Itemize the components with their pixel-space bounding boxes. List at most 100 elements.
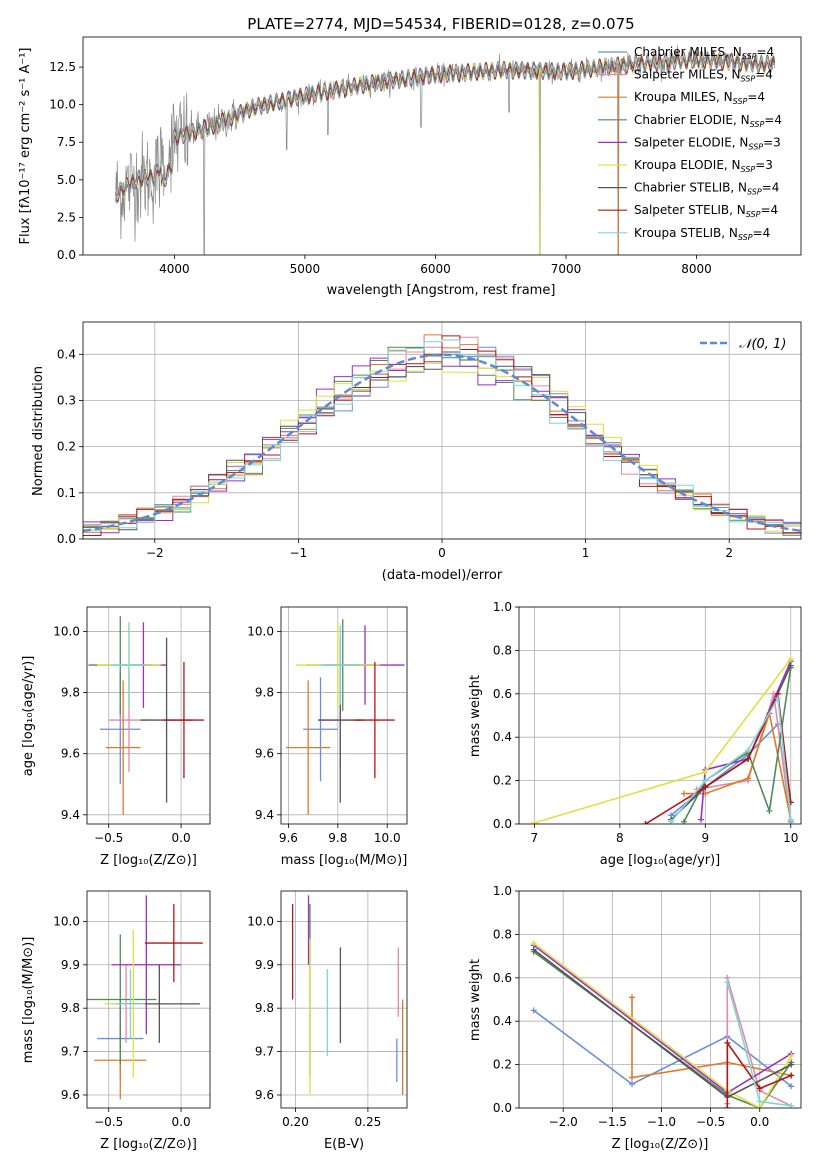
plot-area [281,891,407,1108]
y-axis-label: mass weight [468,675,483,757]
y-tick-label: 12.5 [49,60,76,74]
weight-marker-kroupa_miles [628,994,635,1001]
x-tick-label: 6000 [420,262,451,276]
weight-marker-chabrier_miles [530,1007,537,1014]
axes-frame [82,36,802,256]
weight-marker-kroupa_elodie [530,940,537,947]
weight-marker-salpeter_stelib [724,1105,731,1108]
x-tick-label: −1 [290,546,308,560]
y-tick-label: 9.6 [255,747,274,761]
x-tick-label: 0.20 [282,1115,309,1129]
y-tick-label: 0.1 [57,486,76,500]
plot-area [519,891,801,1108]
y-tick-label: 0.4 [57,347,76,361]
figure-title: PLATE=2774, MJD=54534, FIBERID=0128, z=0… [247,15,634,33]
mass-weight-vs-metallicity-panel: −2.0 −1.5 −1.0 −0.5 0.0 0.0 0.2 0.4 0.6 0.8 1.0 Z [… [468,884,802,1152]
x-tick-label: 9 [701,831,709,845]
weight-marker-kroupa_miles [628,1074,635,1081]
weight-marker-chabrier_stelib [787,662,794,669]
axes-frame [82,321,802,540]
gaussian-reference-line [83,353,801,533]
weight-marker-kroupa_miles [745,775,752,782]
y-tick-label: 10.0 [53,624,80,638]
y-tick-label: 9.8 [255,1001,274,1015]
legend-entry-gaussian: 𝒩(0, 1) [739,337,786,352]
y-tick-label: 10.0 [247,624,274,638]
weight-marker-kroupa_stelib [745,747,752,754]
y-tick-label: 9.6 [61,1088,80,1102]
plot-area [281,607,407,824]
y-tick-label: 0.2 [493,1058,512,1072]
x-tick-label: 0.25 [355,1115,382,1129]
y-tick-label: 9.9 [255,958,274,972]
x-axis-label: Z [log₁₀(Z/Z⊙)] [100,1137,197,1152]
y-tick-label: 0.4 [493,730,512,744]
weight-marker-kroupa_elodie [788,1052,795,1059]
y-tick-label: 1.0 [493,600,512,614]
weight-marker-salpeter_stelib [642,821,649,824]
axes-frame [518,606,802,825]
legend-entry-kroupa_elodie: Kroupa ELODIE, NSSP=3 [634,158,773,174]
y-tick-label: 7.5 [57,135,76,149]
weight-marker-chabrier_elodie [766,807,773,814]
weight-line-kroupa_elodie [533,942,792,1108]
y-tick-label: 9.8 [61,686,80,700]
y-tick-label: 0.4 [493,1014,512,1028]
residuals-panel: −2 −1 0 1 2 0.0 0.1 0.2 0.3 0.4 𝒩(0, 1) (data-model… [31,321,802,583]
x-tick-label: 0.0 [172,1115,191,1129]
x-tick-label: 5000 [290,262,321,276]
y-tick-label: 0.0 [57,248,76,262]
y-tick-label: 0.6 [493,687,512,701]
y-tick-label: 10.0 [247,914,274,928]
weight-line-kroupa_miles [631,997,792,1079]
legend-entry-chabrier_stelib: Chabrier STELIB, NSSP=4 [634,181,779,197]
y-tick-label: 5.0 [57,173,76,187]
axes-frame [86,890,211,1109]
y-tick-label: 0.0 [493,1101,512,1115]
weight-marker-kroupa_elodie [702,768,709,775]
y-tick-label: 9.4 [61,808,80,822]
x-tick-label: 4000 [159,262,190,276]
weight-marker-chabrier_miles [628,1081,635,1088]
x-axis-label: age [log₁₀(age/yr)] [600,853,721,868]
x-tick-label: 0.0 [172,831,191,845]
y-tick-label: 9.7 [61,1045,80,1059]
x-axis-label: E(B-V) [324,1137,364,1152]
weight-line-kroupa_elodie [534,658,792,824]
weight-marker-salpeter_stelib [756,1085,763,1092]
weight-marker-kroupa_stelib [702,777,709,784]
y-tick-label: 9.9 [61,958,80,972]
legend-entry-salpeter_miles: Salpeter MILES, NSSP=4 [634,68,773,84]
y-tick-label: 0.8 [493,643,512,657]
axes-frame [280,890,408,1109]
x-axis-label: wavelength [Angstrom, rest frame] [327,283,556,298]
x-axis-label: (data-model)/error [382,568,503,583]
x-tick-label: −0.5 [696,1115,725,1129]
axes-frame [86,606,211,825]
weight-marker-salpeter_elodie [698,816,705,823]
axes-frame [518,890,802,1109]
x-tick-label: −1.5 [598,1115,627,1129]
x-tick-label: 10.0 [374,831,401,845]
x-tick-label: 0.0 [750,1115,769,1129]
plot-area [83,322,801,539]
x-tick-label: 0 [438,546,446,560]
x-tick-label: 7 [531,831,539,845]
plot-area [87,607,210,824]
y-tick-label: 10.0 [49,98,76,112]
x-tick-label: 7000 [551,262,582,276]
x-tick-label: 8000 [681,262,712,276]
mass-weight-vs-age-panel: 7 8 9 10 0.0 0.2 0.4 0.6 0.8 1.0 age [log₁₀(age/yr… [468,600,802,868]
x-axis-label: Z [log₁₀(Z/Z⊙)] [100,853,197,868]
x-axis-label: mass [log₁₀(M/M⊙)] [281,853,408,868]
weight-marker-salpeter_stelib [724,1039,731,1046]
legend-entry-kroupa_miles: Kroupa MILES, NSSP=4 [634,90,765,106]
x-tick-label: −1.0 [647,1115,676,1129]
plot-area [519,607,801,824]
y-tick-label: 10.0 [53,914,80,928]
weight-marker-salpeter_stelib [702,784,709,791]
x-tick-label: 8 [616,831,624,845]
y-axis-label: mass weight [468,959,483,1041]
y-tick-label: 0.0 [57,532,76,546]
model-spectrum-kroupa_stelib [115,50,775,201]
